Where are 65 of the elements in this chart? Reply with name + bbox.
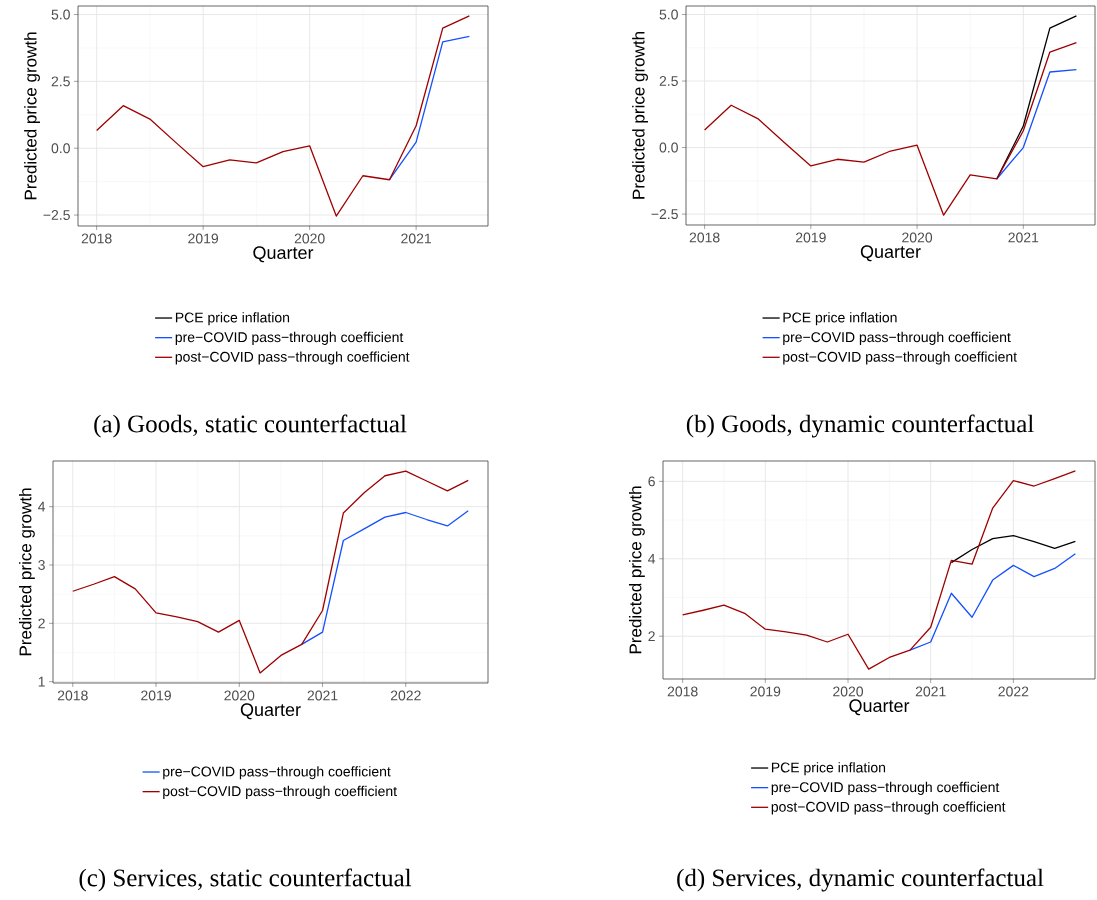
y-axis-title: Predicted price growth <box>628 486 645 654</box>
x-tick-label: 2019 <box>188 233 219 244</box>
x-tick-label: 2019 <box>141 690 171 701</box>
line-series <box>681 470 1077 670</box>
y-tick-label: 2.5 <box>51 76 70 87</box>
text: (b) Goods, dynamic counterfactual <box>686 414 1034 438</box>
legend-label: PCE price inflation <box>175 312 290 326</box>
y-axis-title: Predicted price growth <box>18 488 35 656</box>
legend-label: pre−COVID pass−through coefficient <box>771 781 1000 795</box>
x-tick-label: 2021 <box>401 233 432 244</box>
x-tick-label: 2018 <box>689 232 720 243</box>
y-axis-title: Predicted price growth <box>24 32 40 200</box>
legend-label: post−COVID pass−through coefficient <box>175 351 410 365</box>
line-series <box>996 68 1078 180</box>
legend-label: pre−COVID pass−through coefficient <box>163 766 391 780</box>
x-axis-title: Quarter <box>849 699 910 716</box>
x-tick-label: 2022 <box>390 690 421 701</box>
legend-label: post−COVID pass−through coefficient <box>163 785 397 799</box>
line-series <box>388 35 471 181</box>
y-tick-label: 0.0 <box>659 142 678 153</box>
text: (a) Goods, static counterfactual <box>94 414 407 438</box>
legend-label: post−COVID pass−through coefficient <box>783 351 1017 365</box>
y-axis-title: Predicted price growth <box>632 32 648 199</box>
legend-label: PCE price inflation <box>771 762 886 776</box>
y-tick-label: 5.0 <box>51 9 70 20</box>
x-tick-label: 2021 <box>307 690 338 701</box>
text: (d) Services, dynamic counterfactual <box>677 868 1044 892</box>
x-axis-title: Quarter <box>860 245 921 262</box>
y-tick-label: 5.0 <box>659 9 678 20</box>
legend-label: post−COVID pass−through coefficient <box>771 801 1006 815</box>
x-tick-label: 2020 <box>294 233 325 244</box>
legend-label: PCE price inflation <box>783 312 897 326</box>
y-tick-label: 2 <box>38 618 45 629</box>
y-tick-label: 3 <box>38 560 45 570</box>
y-tick-label: −2.5 <box>651 209 678 220</box>
line-series <box>703 42 1078 216</box>
y-tick-label: 4 <box>648 553 656 564</box>
y-tick-label: −2.5 <box>43 210 70 220</box>
y-tick-label: 6 <box>648 476 655 487</box>
x-tick-label: 2018 <box>57 690 88 701</box>
legend-label: pre−COVID pass−through coefficient <box>783 331 1011 345</box>
x-tick-label: 2022 <box>998 686 1029 697</box>
x-tick-label: 2019 <box>750 686 781 697</box>
line-series <box>909 553 1077 651</box>
x-tick-label: 2021 <box>915 686 946 697</box>
x-tick-label: 2020 <box>833 686 864 697</box>
x-tick-label: 2020 <box>902 232 933 243</box>
y-tick-label: 0.0 <box>51 143 70 154</box>
line-series <box>950 534 1077 564</box>
x-tick-label: 2021 <box>1008 232 1039 243</box>
y-tick-label: 4 <box>38 501 46 512</box>
line-series <box>95 15 471 217</box>
x-tick-label: 2020 <box>224 690 255 701</box>
y-tick-label: 2 <box>648 631 655 642</box>
x-tick-label: 2018 <box>667 686 698 697</box>
x-tick-label: 2018 <box>81 233 112 244</box>
text: (c) Services, static counterfactual <box>79 868 412 892</box>
x-axis-title: Quarter <box>253 246 314 263</box>
x-tick-label: 2019 <box>795 232 826 243</box>
line-series <box>72 470 469 674</box>
legend-label: pre−COVID pass−through coefficient <box>175 331 404 345</box>
y-tick-label: 1 <box>38 676 45 687</box>
y-tick-label: 2.5 <box>659 76 678 86</box>
line-series <box>301 510 469 645</box>
x-axis-title: Quarter <box>240 703 301 720</box>
